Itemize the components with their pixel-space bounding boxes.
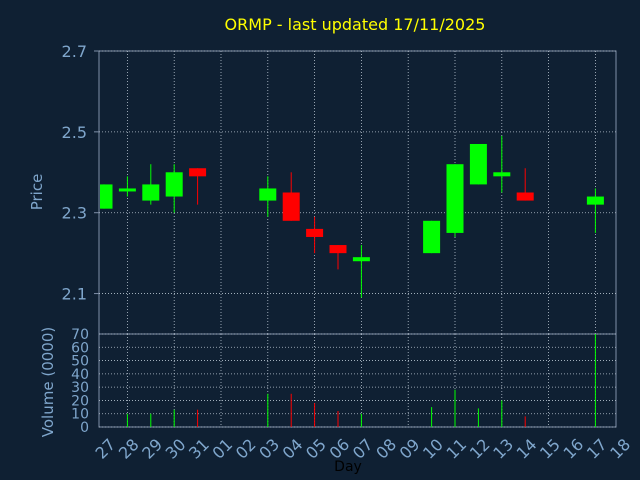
candle-body — [189, 168, 207, 177]
price-tick-label: 2.5 — [62, 123, 87, 142]
candle-body — [329, 245, 347, 254]
candle-body — [352, 257, 370, 262]
candle-body — [282, 192, 300, 221]
price-candles — [100, 135, 604, 298]
candle-body — [165, 172, 183, 197]
candle-body — [306, 228, 324, 237]
candle-body — [586, 196, 604, 205]
price-y-ticks: 2.7 2.5 2.3 2.1 — [62, 42, 99, 304]
price-panel: 2.7 2.5 2.3 2.1 Price — [28, 42, 617, 335]
volume-tick-label: 10 — [71, 407, 89, 423]
price-tick-label: 2.3 — [62, 204, 87, 223]
candle-body — [516, 192, 534, 201]
volume-axis-label: Volume (0000) — [39, 327, 57, 437]
chart-title: ORMP - last updated 17/11/2025 — [225, 15, 486, 34]
volume-tick-label: 50 — [71, 354, 89, 370]
volume-bars — [126, 334, 596, 427]
candle-body — [259, 188, 277, 201]
volume-tick-label: 70 — [71, 327, 89, 343]
candle-body — [423, 220, 441, 254]
price-axis-label: Price — [28, 174, 46, 211]
price-tick-label: 2.1 — [62, 285, 87, 304]
candle-body — [100, 184, 113, 209]
volume-tick-label: 60 — [71, 340, 89, 356]
x-tick-labels: 2728293031010203040506070809101112131415… — [91, 435, 634, 463]
candle-body — [142, 184, 160, 201]
price-tick-label: 2.7 — [62, 42, 87, 61]
candle-body — [469, 143, 487, 185]
candle-body — [446, 164, 464, 233]
volume-tick-label: 30 — [71, 380, 89, 396]
candle-body — [493, 172, 511, 177]
volume-tick-label: 40 — [71, 367, 89, 383]
x-axis-label: Day — [334, 459, 362, 475]
volume-tick-label: 0 — [80, 420, 89, 436]
volume-tick-label: 20 — [71, 393, 89, 409]
candle-body — [118, 188, 136, 192]
